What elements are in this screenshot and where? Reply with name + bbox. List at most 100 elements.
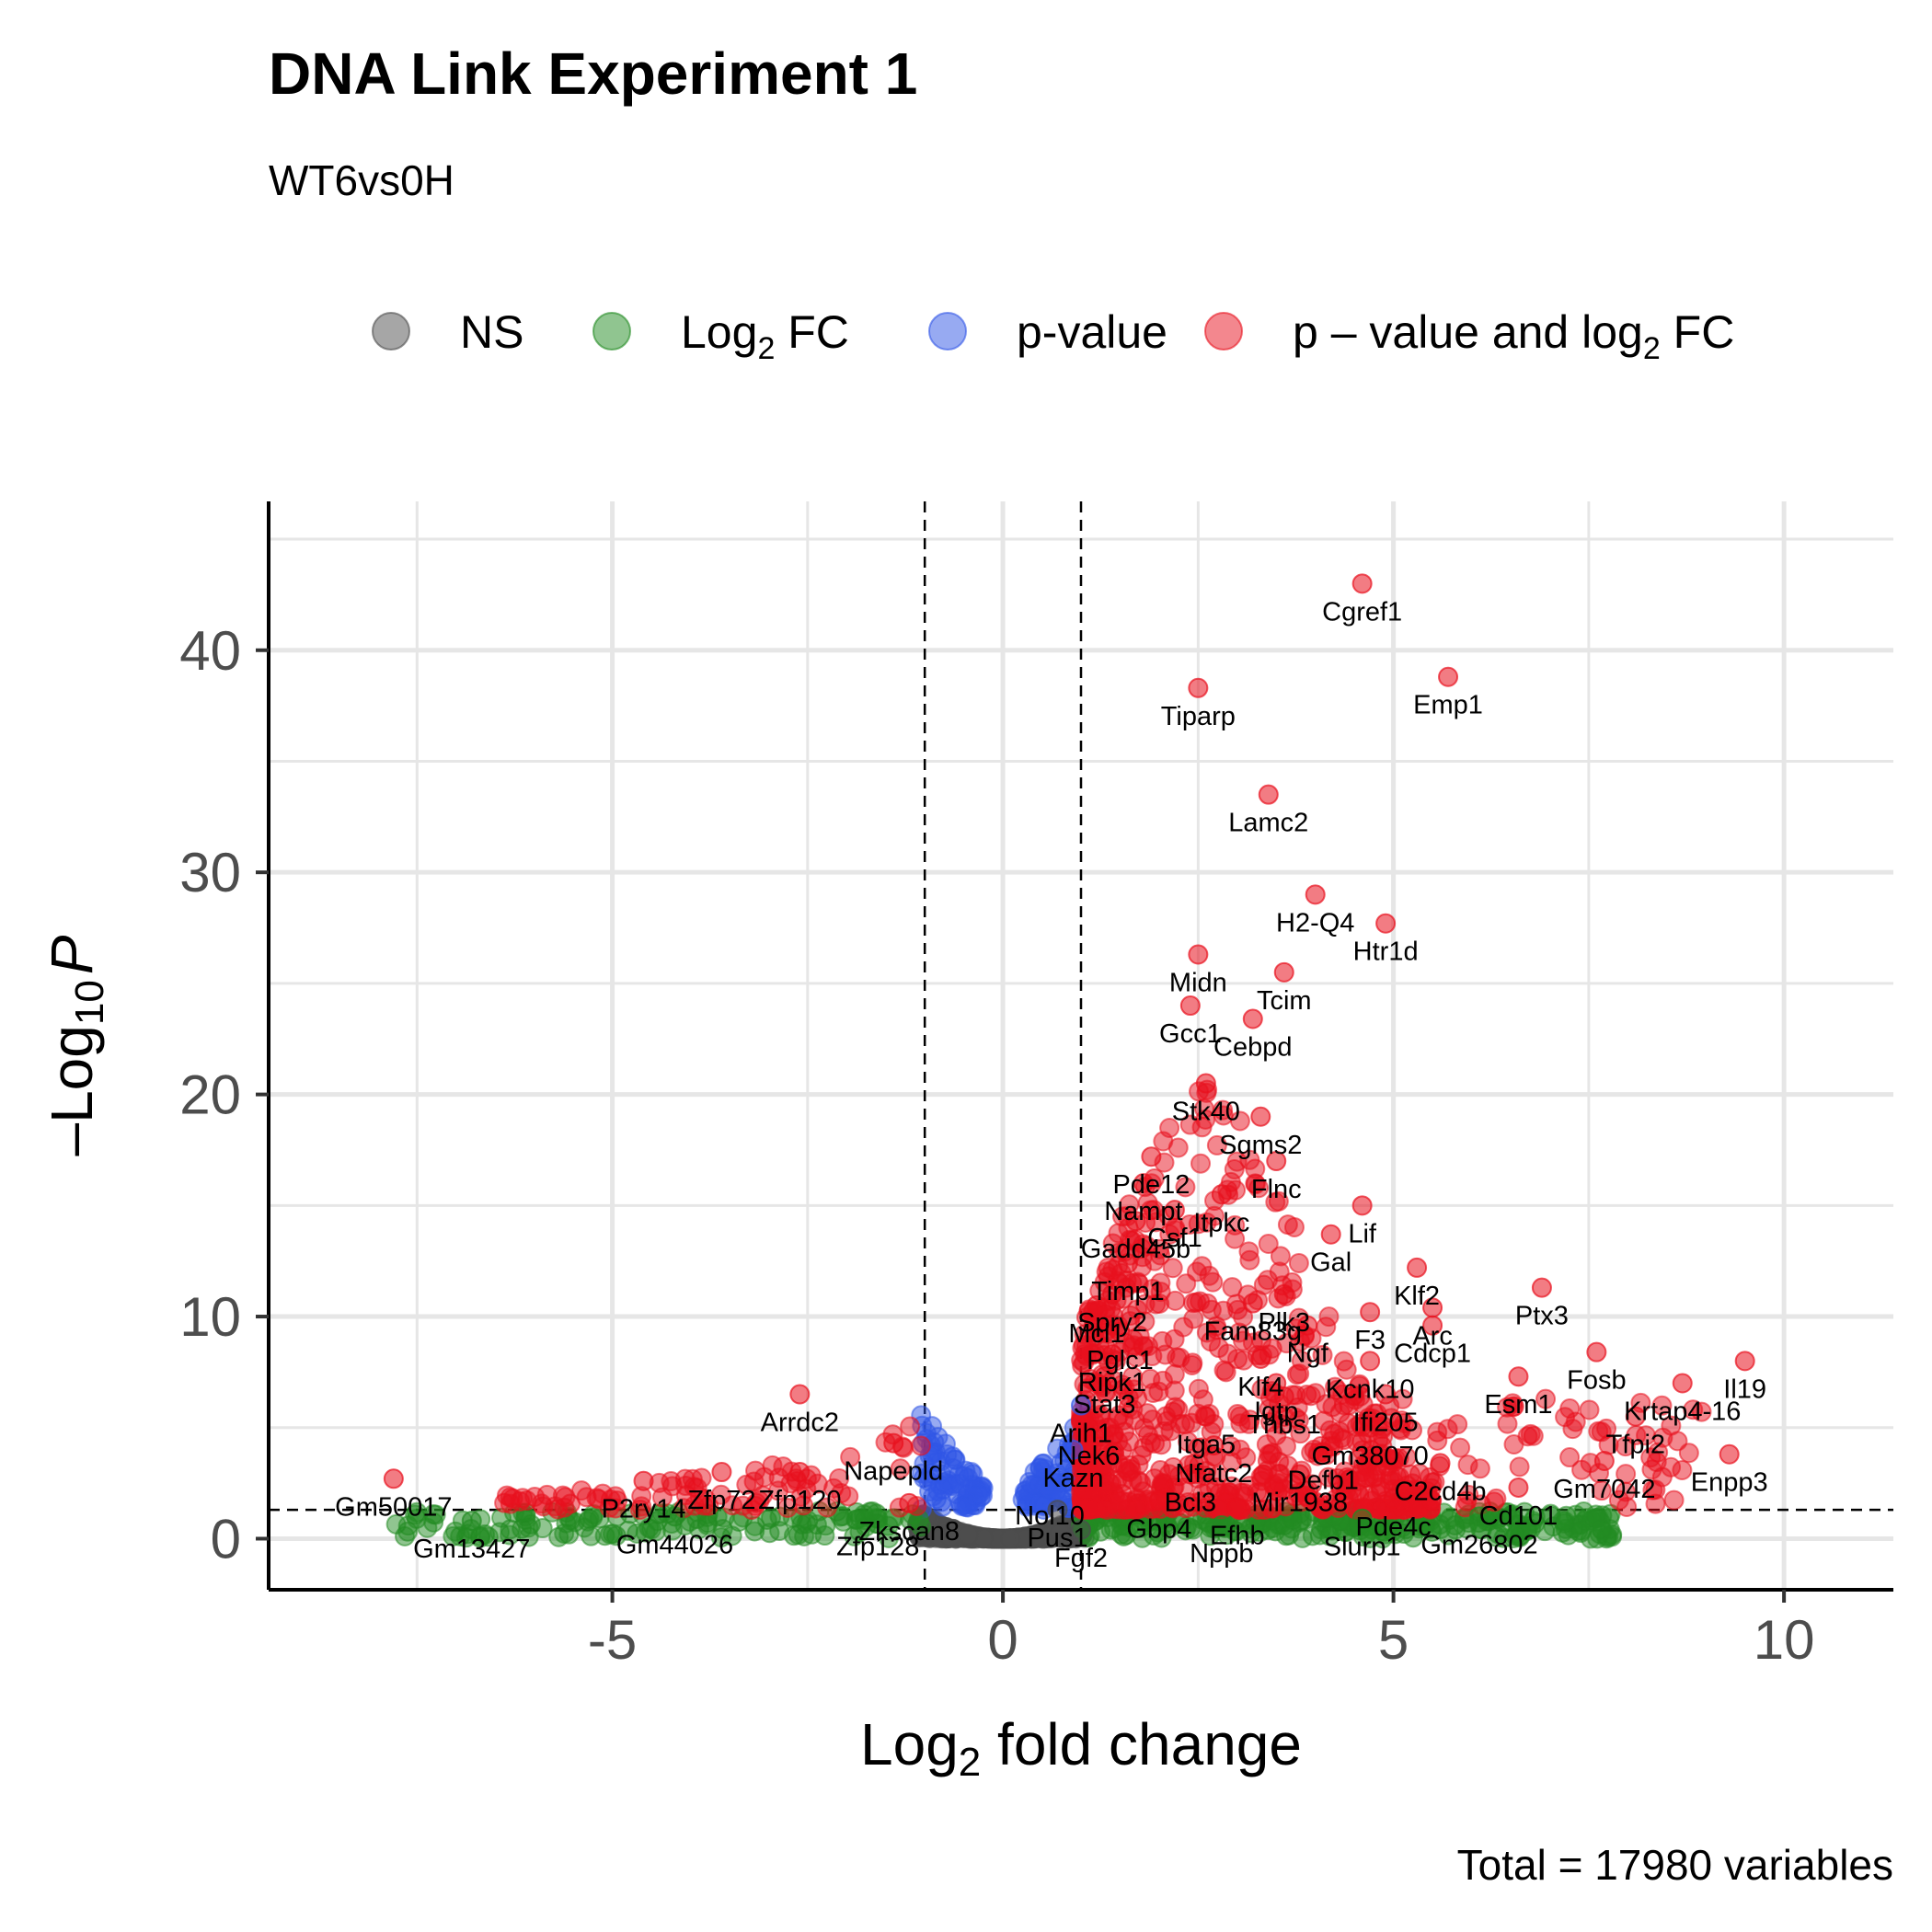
gene-point [1508,1477,1529,1498]
data-point-both [1233,1350,1254,1371]
gene-label: Slurp1 [1324,1533,1401,1562]
data-point-ns [1000,1528,1021,1549]
gene-label: Nfatc2 [1175,1459,1252,1489]
gene-label: Krtap4-16 [1624,1397,1741,1426]
data-point-both [661,1470,682,1491]
data-point-both [1140,1432,1161,1453]
gene-point [1734,1351,1755,1372]
gene-point [1226,1497,1248,1518]
gene-label: Mir1938 [1251,1488,1348,1517]
gene-label: Tfpi2 [1606,1431,1665,1460]
data-point-both [502,1488,523,1509]
data-point-ns [1050,1523,1071,1544]
data-point-both [1450,1437,1471,1458]
data-point-both [1165,1397,1186,1418]
data-point-p [932,1496,953,1517]
gene-label: Midn [1169,969,1227,998]
data-point-ns [939,1526,960,1547]
gene-point [1258,784,1279,805]
gene-point [1438,666,1459,687]
gene-label: Nppb [1190,1539,1253,1569]
gene-label: Ptx3 [1515,1302,1569,1331]
gene-point [1320,1224,1341,1245]
gene-label: Gbp4 [1126,1514,1191,1544]
chart-title: DNA Link Experiment 1 [269,40,917,107]
y-tick-label: 40 [179,620,241,682]
gene-label: H2-Q4 [1276,908,1354,937]
gene-label: P2ry14 [602,1495,686,1524]
data-point-both [1190,1153,1212,1174]
gene-label: F3 [1354,1326,1386,1355]
gene-point [1195,1406,1216,1427]
data-point-both [1176,1273,1197,1294]
data-point-both [1270,1246,1291,1267]
gene-point [1250,1348,1271,1369]
gene-point [1195,1073,1216,1094]
data-point-both [768,1467,789,1489]
data-point-both [1238,1241,1259,1262]
gene-label: Flnc [1251,1175,1302,1204]
gene-label: Emp1 [1413,691,1483,720]
gene-label: Tcim [1257,986,1312,1016]
gene-point [1719,1443,1740,1465]
y-axis-title: –Log10P [39,935,112,1156]
x-tick-label: 10 [1754,1609,1815,1671]
gene-label: Sgms2 [1219,1131,1302,1160]
legend-label-ns: NS [460,306,523,358]
data-point-both [1678,1443,1699,1464]
y-tick-label: 20 [179,1064,241,1126]
data-point-p [942,1446,963,1467]
data-point-both [1672,1459,1693,1480]
data-point-both [1288,1252,1309,1273]
gene-point [1351,1195,1373,1216]
gene-label: Kazn [1042,1464,1103,1493]
data-point-both [1663,1489,1685,1511]
gene-label: Mcl1 [1068,1319,1124,1349]
gene-point [1360,1302,1381,1323]
gene-point [789,1384,811,1405]
data-point-both [910,1435,931,1456]
gene-label: Cd101 [1479,1501,1558,1531]
gene-point [1179,995,1201,1017]
data-point-both [1143,1383,1164,1404]
gene-label: Thbs1 [1247,1410,1321,1440]
gene-label: Ifi205 [1353,1409,1419,1438]
legend-key-fc [592,312,631,351]
gene-label: Bcl3 [1165,1488,1216,1517]
y-axis-title-group: –Log10P [39,935,112,1156]
gene-point [1188,677,1209,698]
data-point-both [1509,1456,1530,1478]
y-tick-label: 0 [211,1508,241,1570]
gene-point [383,1468,404,1489]
data-point-both [1222,1277,1243,1298]
gene-label: Zfp72 [687,1486,755,1515]
gene-point [1250,1106,1271,1127]
x-tick-label: -5 [588,1609,637,1671]
x-tick-label: 5 [1378,1609,1409,1671]
gene-label: Gm26802 [1420,1530,1537,1559]
data-point-p [953,1466,974,1487]
gene-point [1211,1184,1232,1205]
gene-label: Cgref1 [1322,597,1402,627]
data-point-both [555,1487,576,1508]
gene-label: Cebpd [1213,1033,1292,1063]
gene-point [633,1470,654,1491]
data-point-fc [1591,1519,1612,1540]
gene-label: Fosb [1567,1366,1626,1396]
data-point-both [1447,1414,1468,1435]
gene-point [883,1432,904,1454]
legend: NS Log2 FC p-value p – value and log2 FC [372,306,1734,366]
data-point-both [1109,1490,1130,1512]
gene-label: Gcc1 [1159,1019,1222,1049]
gene-label: Fgf2 [1054,1544,1108,1573]
data-point-both [1164,1363,1185,1385]
gene-label: C2cd4b [1395,1477,1487,1506]
data-point-both [1153,1131,1174,1152]
gene-point [1351,573,1373,594]
gene-point [1188,944,1209,965]
data-point-fc [1554,1511,1575,1532]
gene-label: Enpp3 [1691,1468,1768,1498]
legend-label-fc: Log2 FC [681,306,849,366]
gene-label: Nampt [1104,1197,1182,1226]
